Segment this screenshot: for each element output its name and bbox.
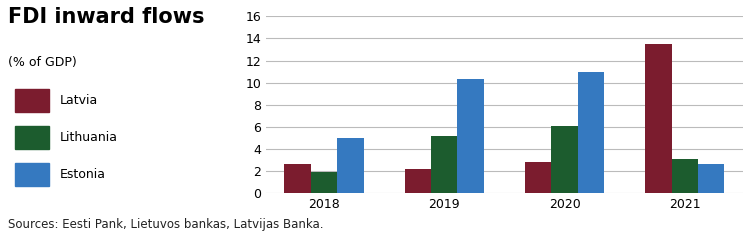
Bar	[338, 138, 364, 193]
Text: (% of GDP): (% of GDP)	[8, 56, 76, 69]
Bar	[578, 72, 604, 193]
Text: FDI inward flows: FDI inward flows	[8, 7, 204, 27]
Text: Latvia: Latvia	[60, 94, 98, 107]
Bar	[458, 79, 484, 193]
Bar	[310, 172, 338, 193]
Bar	[551, 126, 578, 193]
Bar	[525, 162, 551, 193]
Bar	[431, 136, 457, 193]
Text: Lithuania: Lithuania	[60, 131, 118, 144]
Bar	[404, 169, 431, 193]
Text: Sources: Eesti Pank, Lietuvos bankas, Latvijas Banka.: Sources: Eesti Pank, Lietuvos bankas, La…	[8, 218, 323, 231]
Bar	[284, 164, 310, 193]
Bar	[671, 159, 698, 193]
Bar	[645, 44, 671, 193]
Text: Estonia: Estonia	[60, 168, 106, 181]
Bar	[698, 164, 724, 193]
